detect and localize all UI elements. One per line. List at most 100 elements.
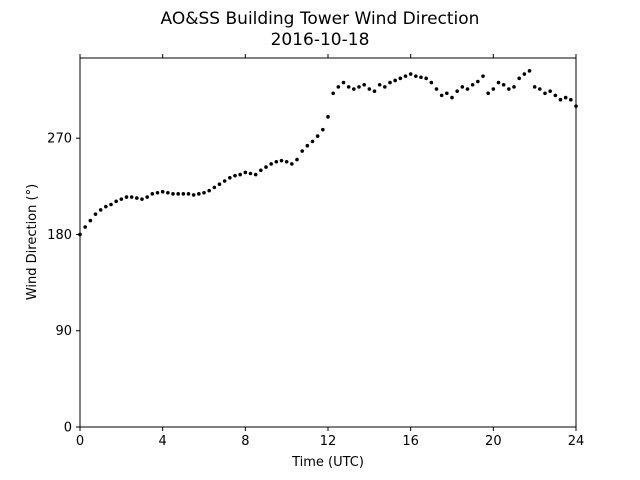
data-point [501,82,506,87]
data-point [176,192,180,196]
data-point [233,173,237,178]
data-point [341,80,346,85]
y-tick-label: 270 [47,132,72,147]
y-axis-label: Wind Direction (°) [25,184,40,300]
x-tick-label: 16 [402,434,419,449]
data-point [191,193,196,197]
data-point [403,74,408,78]
data-point [243,170,248,175]
y-tick-label: 90 [55,324,72,339]
data-point [114,199,118,204]
data-point [259,168,263,173]
data-point [269,162,273,166]
x-tick-label: 4 [159,434,167,449]
x-tick-label: 12 [320,434,337,449]
data-point [496,80,501,85]
data-point [207,188,211,193]
data-point [248,171,253,176]
data-point [481,74,485,78]
data-point [377,82,382,87]
data-point [527,69,532,73]
data-point [228,175,232,180]
data-point [150,192,155,196]
data-point [253,172,258,177]
data-point [372,89,377,93]
data-point [326,115,330,119]
data-point [465,87,470,91]
data-point [419,75,423,80]
data-point [166,190,170,195]
data-point [558,97,563,102]
data-point [367,87,372,91]
data-point [186,192,191,196]
data-point [383,85,387,89]
data-point [563,95,568,100]
data-point [222,179,227,183]
data-point [135,196,139,200]
data-point [486,91,490,96]
data-point [238,172,242,177]
data-point [429,80,434,85]
y-tick-label: 0 [64,421,72,436]
data-point [434,87,439,91]
data-point [274,159,279,164]
data-point [470,82,475,87]
data-point [362,82,366,87]
data-point [491,87,496,91]
data-point [538,87,542,91]
data-point [155,190,160,195]
data-point [171,192,175,196]
data-point [445,91,449,96]
data-point [83,225,87,229]
data-point [315,134,320,138]
data-point [507,87,511,91]
data-point [512,85,516,89]
data-point [517,76,521,81]
data-point [476,79,480,84]
data-point [264,165,268,169]
data-point [129,195,134,199]
x-tick-label: 8 [241,434,249,449]
chart-subtitle: 2016-10-18 [271,30,370,50]
data-point [284,159,289,164]
data-point [310,139,315,144]
data-point [398,76,403,81]
data-point [290,162,294,166]
y-tick-label: 180 [47,228,72,243]
data-point [160,189,165,194]
data-point [331,91,335,96]
data-point [424,76,428,81]
data-point [104,204,108,209]
data-point [455,89,459,93]
data-point [439,93,444,98]
data-point [450,95,454,100]
data-point [553,93,558,98]
data-point [352,87,356,91]
data-point [388,80,392,85]
data-point [88,218,93,223]
data-point [548,89,552,93]
x-axis-label: Time (UTC) [291,455,364,470]
data-point [109,202,113,207]
data-point [569,97,573,102]
data-point [300,149,304,153]
data-point [346,85,351,89]
data-point [140,197,144,201]
data-point [532,85,537,89]
data-point [145,195,149,199]
data-point [124,195,129,199]
data-point [197,192,201,196]
data-point [460,85,465,89]
chart-title: AO&SS Building Tower Wind Direction [161,9,480,29]
data-point [202,190,206,195]
data-point [408,72,413,76]
data-point [336,85,341,89]
data-point [393,78,397,83]
data-point [543,91,547,96]
data-point [98,208,103,212]
data-point [414,74,418,78]
data-points [78,69,578,237]
data-point [181,192,186,196]
data-point [93,212,98,216]
